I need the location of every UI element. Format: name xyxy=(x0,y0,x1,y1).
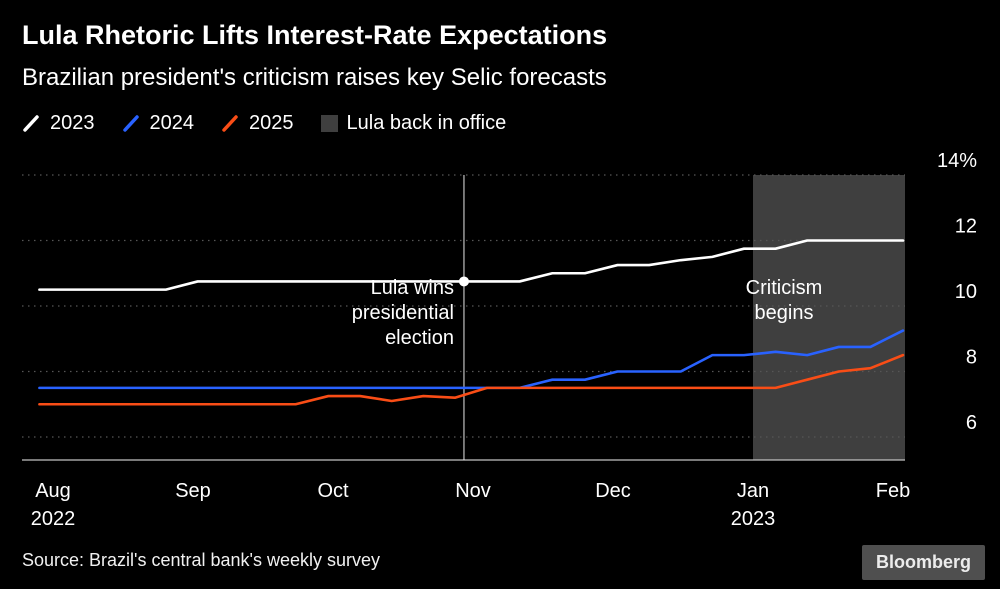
x-tick-label: Aug xyxy=(35,480,71,502)
x-tick-label: Sep xyxy=(175,480,211,502)
legend-label-lula-back-in-office: Lula back in office xyxy=(346,112,507,134)
line-swatch-2025-icon xyxy=(222,115,238,132)
x-tick-label: Feb xyxy=(876,480,910,502)
bloomberg-logo: Bloomberg xyxy=(861,545,985,580)
legend-label-2025: 2025 xyxy=(249,112,294,134)
source-note: Source: Brazil's central bank's weekly s… xyxy=(22,550,381,570)
legend: 2023 2024 2025 Lula back in office xyxy=(22,112,506,135)
chart-title: Lula Rhetoric Lifts Interest-Rate Expect… xyxy=(22,20,608,50)
x-tick-label: Oct xyxy=(317,480,349,502)
shaded-region xyxy=(753,175,905,460)
x-tick-label: Dec xyxy=(595,480,631,502)
annotation-election: Lula wins presidential election xyxy=(351,277,454,349)
region-swatch-icon xyxy=(320,115,338,132)
series-2024-line xyxy=(38,329,905,390)
x-tick-label: Nov xyxy=(455,480,491,502)
chart-subtitle: Brazilian president's criticism raises k… xyxy=(22,64,607,91)
line-swatch-2024-icon xyxy=(122,115,139,132)
x-tick-label: Jan xyxy=(737,480,769,502)
line-swatch-2023-icon xyxy=(23,115,39,132)
series-2023-line xyxy=(38,239,905,291)
y-tick-label: 14% xyxy=(937,150,977,172)
legend-item-lula-back-in-office: Lula back in office xyxy=(320,112,507,135)
legend-item-2024: 2024 xyxy=(122,112,195,135)
x-tick-sublabel: 2022 xyxy=(31,508,76,530)
y-tick-label: 10 xyxy=(955,281,977,303)
legend-item-2023: 2023 xyxy=(22,112,95,135)
election-marker-dot xyxy=(458,276,469,287)
y-tick-label: 6 xyxy=(966,412,977,434)
annotation-criticism: Criticism begins xyxy=(745,277,823,324)
series-2025-line xyxy=(38,353,905,406)
y-tick-label: 12 xyxy=(955,216,977,238)
legend-label-2023: 2023 xyxy=(50,112,95,134)
y-tick-label: 8 xyxy=(966,347,977,369)
x-tick-sublabel: 2023 xyxy=(731,508,776,530)
legend-label-2024: 2024 xyxy=(149,112,195,134)
legend-item-2025: 2025 xyxy=(221,112,294,135)
